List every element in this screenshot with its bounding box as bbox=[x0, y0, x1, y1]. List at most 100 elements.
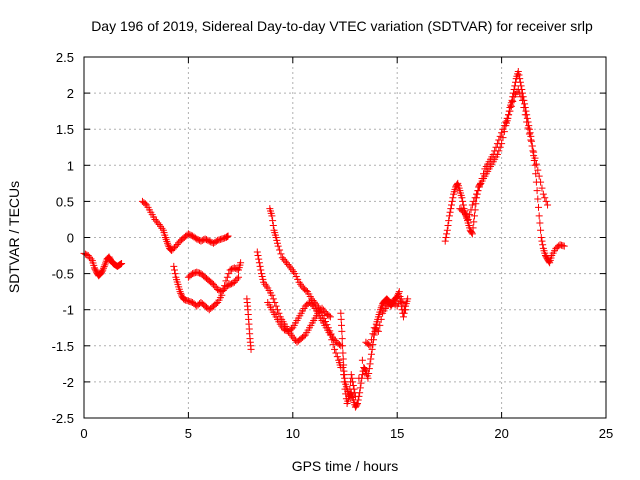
data-point bbox=[333, 353, 341, 361]
data-point bbox=[470, 212, 478, 220]
data-point bbox=[517, 82, 525, 90]
y-tick-label: 1 bbox=[67, 158, 74, 173]
data-point bbox=[541, 194, 549, 202]
data-point bbox=[376, 321, 384, 329]
data-point bbox=[367, 336, 375, 344]
data-point bbox=[453, 181, 461, 189]
data-point bbox=[542, 197, 550, 205]
data-point bbox=[404, 295, 412, 303]
x-tick-label: 25 bbox=[599, 426, 613, 441]
data-point bbox=[496, 132, 504, 140]
data-point bbox=[402, 306, 410, 314]
data-point bbox=[445, 217, 453, 225]
data-point bbox=[351, 389, 359, 397]
data-point bbox=[292, 272, 300, 280]
data-point bbox=[528, 137, 536, 145]
data-point bbox=[538, 237, 546, 245]
data-point bbox=[294, 275, 302, 283]
data-point bbox=[480, 170, 488, 178]
data-point bbox=[498, 129, 506, 137]
data-point bbox=[395, 288, 403, 296]
data-point bbox=[335, 341, 343, 349]
data-point bbox=[277, 250, 285, 258]
data-point bbox=[528, 142, 536, 150]
y-tick-label: 0 bbox=[67, 231, 74, 246]
data-point bbox=[357, 379, 365, 387]
data-point bbox=[212, 300, 220, 308]
y-tick-label: -1 bbox=[62, 303, 74, 318]
data-point bbox=[511, 82, 519, 90]
data-point bbox=[469, 224, 477, 232]
data-point bbox=[514, 85, 522, 93]
data-point bbox=[534, 203, 542, 211]
data-point bbox=[535, 172, 543, 180]
series-arc-2 bbox=[138, 197, 232, 254]
data-point bbox=[258, 272, 266, 280]
x-tick-label: 0 bbox=[80, 426, 87, 441]
series-arc-1 bbox=[80, 249, 126, 280]
data-point bbox=[177, 289, 185, 297]
data-point bbox=[329, 341, 337, 349]
data-point bbox=[529, 147, 537, 155]
data-point bbox=[367, 350, 375, 358]
data-point bbox=[237, 259, 245, 267]
y-tick-label: -2 bbox=[62, 375, 74, 390]
data-point bbox=[448, 197, 456, 205]
series-arc-12 bbox=[456, 85, 552, 223]
data-point bbox=[537, 226, 545, 234]
data-point bbox=[400, 302, 408, 310]
data-point bbox=[459, 197, 467, 205]
data-point bbox=[468, 230, 476, 238]
data-point bbox=[338, 321, 346, 329]
data-point bbox=[517, 93, 525, 101]
data-point bbox=[225, 270, 233, 278]
data-point bbox=[275, 309, 283, 317]
data-point bbox=[534, 195, 542, 203]
data-point bbox=[350, 385, 358, 393]
data-point bbox=[349, 378, 357, 386]
data-point bbox=[535, 212, 543, 220]
data-point bbox=[154, 219, 162, 227]
data-point bbox=[339, 349, 347, 357]
data-point bbox=[339, 363, 347, 371]
data-point bbox=[518, 96, 526, 104]
data-point bbox=[507, 102, 515, 110]
data-point bbox=[247, 345, 255, 353]
data-point bbox=[545, 258, 553, 266]
data-point bbox=[224, 232, 232, 240]
data-point bbox=[273, 239, 281, 247]
data-point bbox=[99, 266, 107, 274]
data-point bbox=[491, 147, 499, 155]
data-point bbox=[353, 401, 361, 409]
data-point bbox=[268, 291, 276, 299]
data-point bbox=[467, 206, 475, 214]
data-point bbox=[332, 349, 340, 357]
x-tick-labels: 0 5 10 15 20 25 bbox=[80, 426, 613, 441]
data-point bbox=[316, 306, 324, 314]
x-tick-label: 5 bbox=[185, 426, 192, 441]
data-point bbox=[171, 270, 179, 278]
data-point bbox=[273, 236, 281, 244]
data-point bbox=[358, 356, 366, 364]
data-point bbox=[369, 330, 377, 338]
data-point bbox=[534, 166, 542, 174]
data-point bbox=[340, 371, 348, 379]
data-points bbox=[80, 67, 568, 411]
data-point bbox=[176, 288, 184, 296]
data-point bbox=[447, 201, 455, 209]
data-point bbox=[443, 230, 451, 238]
data-point bbox=[400, 309, 408, 317]
data-point bbox=[276, 246, 284, 254]
data-point bbox=[259, 275, 267, 283]
data-point bbox=[515, 71, 523, 79]
y-tick-label: -0.5 bbox=[52, 267, 74, 282]
data-point bbox=[530, 148, 538, 156]
data-point bbox=[348, 374, 356, 382]
data-point bbox=[533, 187, 541, 195]
plot-frame bbox=[83, 56, 607, 419]
data-point bbox=[326, 331, 334, 339]
data-point bbox=[445, 212, 453, 220]
data-point bbox=[399, 313, 407, 321]
data-point bbox=[468, 201, 476, 209]
